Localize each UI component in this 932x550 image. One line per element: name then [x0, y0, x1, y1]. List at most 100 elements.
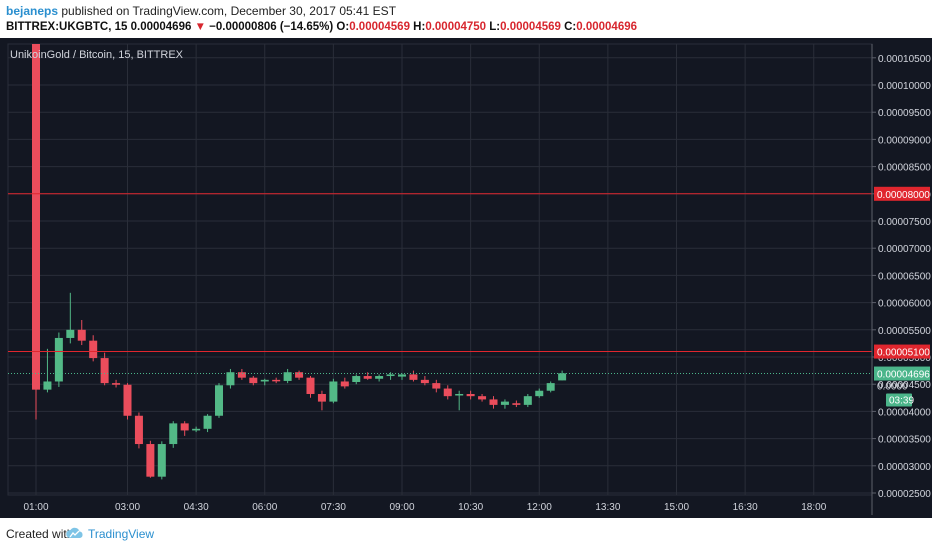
candle-body: [272, 379, 281, 382]
y-tick-label: 0.00006000: [878, 299, 931, 310]
candle: [89, 335, 98, 362]
candle-body: [443, 388, 452, 397]
candle: [375, 374, 384, 382]
y-tick-label: 0.00008500: [878, 163, 931, 174]
price-change: −0.00000806 (−14.65%): [209, 21, 334, 33]
candle-body: [317, 393, 326, 402]
horizontal-lines: [8, 193, 872, 375]
symbol-info: BITTREX:UKGBTC, 15 0.00004696 ▼ −0.00000…: [6, 21, 637, 33]
candlestick-chart[interactable]: 0.00002500 0.00003000 0.00003500 0.00004000…: [0, 38, 932, 518]
tradingview-link[interactable]: TradingView: [88, 527, 155, 541]
hline-label: 0.00008000: [877, 190, 930, 201]
open-label: O:: [336, 21, 350, 33]
chart-area[interactable]: 0.00002500 0.00003000 0.00003500 0.00004000…: [0, 38, 932, 518]
candle: [180, 421, 189, 436]
last-price-label-bg: [874, 366, 930, 381]
close-label: C:: [564, 21, 577, 33]
candle: [43, 348, 52, 393]
candle: [466, 390, 475, 400]
candle: [363, 372, 372, 380]
hline-label: 0.00005100: [877, 348, 930, 359]
candle: [535, 388, 544, 398]
publish-info: bejaneps published on TradingView.com, D…: [6, 4, 396, 18]
last-price: 0.00004696: [130, 21, 192, 33]
candle-body: [340, 381, 349, 387]
high-value: 0.00004750: [425, 21, 487, 33]
x-tick-label: 10:30: [458, 502, 483, 513]
candle-body: [260, 379, 269, 382]
candle-body: [375, 376, 384, 379]
candle-body: [237, 372, 246, 378]
candle: [409, 370, 418, 382]
y-tick-label: 0.00003500: [878, 435, 931, 446]
candle-body: [295, 372, 304, 378]
down-arrow-icon: ▼: [194, 21, 206, 33]
candle-body: [54, 337, 63, 382]
candle: [306, 376, 315, 398]
countdown-label: 03:39: [889, 396, 914, 407]
hline-label-bg: [874, 344, 930, 359]
candle-body: [77, 329, 86, 341]
candle-body: [134, 415, 143, 445]
candle-body: [123, 384, 132, 416]
x-tick-label: 04:30: [184, 502, 209, 513]
candle-body: [32, 44, 40, 390]
candle-body: [215, 385, 223, 416]
y-tick-label: 0.00010500: [878, 54, 931, 65]
candle: [123, 383, 132, 420]
y-tick-label: 0.00009000: [878, 135, 931, 146]
candle-body: [249, 377, 258, 384]
candle: [237, 368, 246, 380]
x-tick-label: 07:30: [321, 502, 346, 513]
chart-header: bejaneps published on TradingView.com, D…: [0, 0, 932, 38]
candle-body: [546, 383, 555, 391]
candle-body: [500, 401, 509, 405]
candle-body: [466, 393, 475, 397]
low-value: 0.00004569: [500, 21, 561, 33]
candle: [420, 376, 429, 386]
candle: [146, 440, 155, 478]
y-tick-label: 0.00002500: [878, 489, 931, 500]
candle: [512, 400, 521, 408]
author-link[interactable]: bejaneps: [6, 4, 59, 18]
time-axis[interactable]: 01:00 03:00 04:30 06:00 07:30 09:00 10:30 12:00…: [23, 502, 826, 513]
y-tick-label: 0.00005500: [878, 326, 931, 337]
candle: [546, 381, 555, 393]
candle-body: [455, 393, 464, 396]
candle-body: [180, 423, 189, 431]
candle-body: [352, 376, 361, 383]
candle-body: [523, 396, 532, 405]
candle: [134, 412, 143, 449]
candle-body: [535, 390, 544, 397]
x-tick-label: 03:00: [115, 502, 140, 513]
candle-body: [192, 428, 201, 431]
y-tick-label: 0.00006500: [878, 271, 931, 282]
price-axis[interactable]: 0.00002500 0.00003000 0.00003500 0.00004000…: [871, 44, 931, 515]
candle: [500, 399, 509, 409]
x-tick-label: 12:00: [527, 502, 552, 513]
candle-body: [43, 381, 52, 390]
candle-body: [306, 377, 315, 394]
candle: [157, 441, 166, 480]
candle: [260, 378, 269, 386]
candle: [249, 376, 258, 386]
y-tick-label: 0.00007000: [878, 244, 931, 255]
y-tick-label: 0.00004500: [878, 380, 931, 391]
candles: [32, 44, 567, 480]
y-tick-label: 0.00010000: [878, 81, 931, 92]
close-value: 0.00004696: [576, 21, 638, 33]
footer: Created with TradingView: [0, 518, 932, 550]
partial-price-label: 0.0000: [877, 382, 908, 393]
candle: [352, 374, 361, 385]
y-tick-label: 0.00004000: [878, 407, 931, 418]
candle: [340, 377, 349, 389]
x-tick-label: 18:00: [801, 502, 826, 513]
high-label: H:: [413, 21, 426, 33]
candle: [398, 373, 406, 380]
open-value: 0.00004569: [349, 21, 410, 33]
created-with-text: Created with: [6, 527, 74, 541]
candle-body: [558, 373, 567, 381]
candle-body: [112, 383, 121, 385]
candle: [112, 379, 121, 388]
candle-body: [420, 379, 429, 384]
